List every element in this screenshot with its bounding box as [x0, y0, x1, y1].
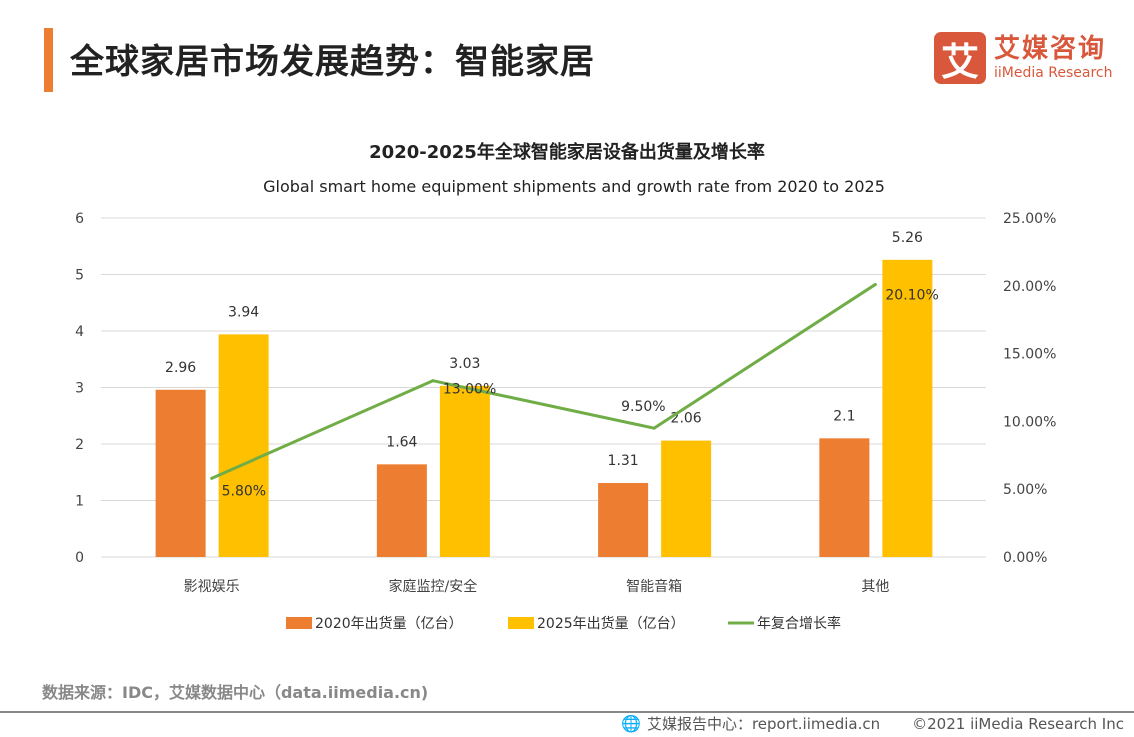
footer-copyright: ©2021 iiMedia Research Inc [912, 714, 1124, 733]
bar-data-label: 5.26 [892, 230, 923, 246]
left-tick-label: 3 [75, 381, 84, 397]
right-tick-label: 15.00% [1003, 347, 1056, 363]
left-tick-label: 1 [75, 494, 84, 510]
bar-data-label: 2.96 [165, 360, 196, 376]
left-tick-label: 6 [75, 211, 84, 227]
footer: 🌐 艾媒报告中心：report.iimedia.cn ©2021 iiMedia… [621, 713, 1124, 734]
bar-2025 [218, 334, 269, 557]
growth-rate-point [431, 379, 435, 383]
legend-swatch [286, 617, 312, 629]
growth-rate-line [211, 283, 877, 480]
category-label: 其他 [861, 579, 889, 595]
footer-report[interactable]: 艾媒报告中心：report.iimedia.cn [646, 715, 881, 733]
left-tick-label: 0 [75, 550, 84, 566]
right-tick-label: 10.00% [1003, 414, 1056, 430]
legend-label: 2020年出货量（亿台） [315, 615, 463, 632]
bar-2020 [598, 482, 649, 557]
category-label: 影视娱乐 [184, 579, 240, 595]
left-tick-label: 5 [75, 268, 84, 284]
bar-2025 [882, 259, 933, 557]
chart-title: 2020-2025年全球智能家居设备出货量及增长率 [369, 141, 765, 163]
legend-swatch [508, 617, 534, 629]
right-tick-label: 5.00% [1003, 482, 1047, 498]
logo: 艾 艾媒咨询 iiMedia Research [934, 32, 1113, 84]
bar-data-label: 2.1 [833, 408, 855, 424]
logo-en: iiMedia Research [994, 65, 1113, 81]
bar-2020 [819, 438, 870, 557]
left-tick-label: 4 [75, 324, 84, 340]
line-data-label: 5.80% [222, 483, 266, 499]
bar-data-label: 2.06 [671, 411, 702, 427]
legend-label: 年复合增长率 [757, 615, 841, 632]
title-accent-bar [44, 28, 53, 92]
logo-cn: 艾媒咨询 [994, 34, 1107, 64]
legend-label: 2025年出货量（亿台） [537, 615, 685, 632]
bar-data-label: 3.94 [228, 304, 259, 320]
logo-mark: 艾 [934, 32, 986, 84]
right-tick-label: 25.00% [1003, 211, 1056, 227]
category-label: 智能音箱 [626, 578, 682, 595]
bar-data-label: 1.64 [386, 434, 417, 450]
globe-icon: 🌐 [621, 714, 641, 733]
growth-rate-point [652, 426, 656, 430]
category-label: 家庭监控/安全 [389, 578, 478, 595]
left-tick-label: 2 [75, 437, 84, 453]
bar-2025 [439, 385, 490, 557]
page-title: 全球家居市场发展趋势：智能家居 [70, 42, 595, 82]
footer-divider [0, 711, 1134, 713]
growth-rate-point [873, 282, 877, 286]
bar-data-label: 3.03 [449, 356, 480, 372]
source-note: 数据来源：IDC，艾媒数据中心（data.iimedia.cn) [42, 683, 429, 702]
bar-2020 [155, 389, 206, 557]
right-tick-label: 20.00% [1003, 279, 1056, 295]
line-data-label: 13.00% [443, 382, 496, 398]
bar-data-label: 1.31 [608, 453, 639, 469]
right-tick-label: 0.00% [1003, 550, 1047, 566]
bar-2020 [376, 464, 427, 557]
line-data-label: 20.10% [885, 287, 938, 303]
line-data-label: 9.50% [621, 399, 665, 415]
chart-subtitle: Global smart home equipment shipments an… [263, 177, 885, 196]
growth-rate-point [210, 476, 214, 480]
bar-2025 [661, 440, 712, 557]
